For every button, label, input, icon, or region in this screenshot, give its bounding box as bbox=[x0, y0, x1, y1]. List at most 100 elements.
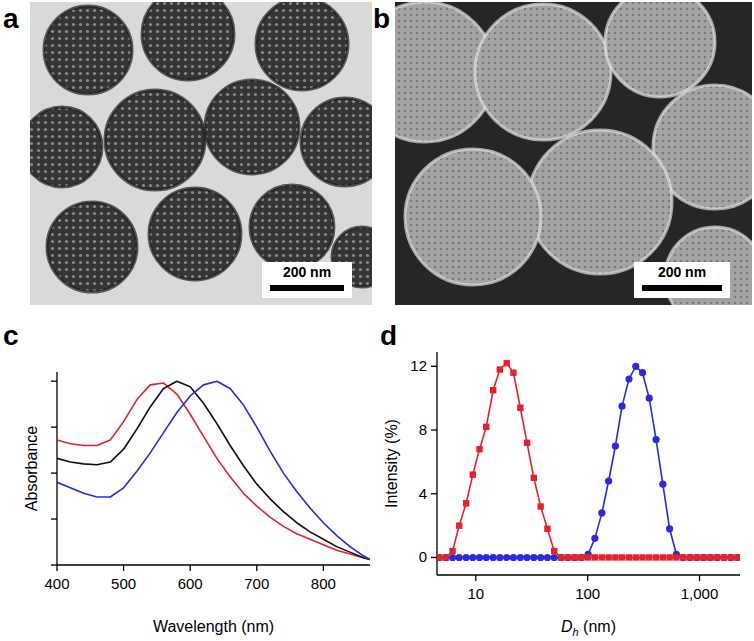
marker bbox=[449, 548, 455, 554]
marker bbox=[442, 554, 449, 561]
x-tick-label: 1,000 bbox=[681, 585, 719, 602]
marker bbox=[517, 554, 524, 561]
y-tick bbox=[51, 381, 57, 382]
x-tick bbox=[256, 565, 257, 571]
marker bbox=[504, 360, 510, 366]
marker bbox=[646, 554, 652, 560]
marker bbox=[517, 405, 523, 411]
particle bbox=[475, 4, 611, 140]
marker bbox=[456, 554, 463, 561]
particle bbox=[205, 80, 299, 174]
series-line bbox=[57, 381, 370, 559]
marker bbox=[714, 554, 720, 560]
x-tick-label: 100 bbox=[575, 585, 600, 602]
marker bbox=[639, 369, 646, 376]
series-line bbox=[439, 363, 737, 557]
x-axis-label: Dh (nm) bbox=[561, 618, 616, 638]
marker bbox=[680, 554, 686, 560]
y-axis-label: Absorbance bbox=[23, 426, 40, 511]
marker bbox=[551, 548, 557, 554]
marker bbox=[632, 363, 639, 370]
x-tick bbox=[123, 565, 124, 571]
marker bbox=[531, 475, 537, 481]
marker bbox=[551, 554, 558, 561]
particle bbox=[605, 2, 715, 97]
marker bbox=[571, 554, 578, 561]
marker bbox=[470, 471, 476, 477]
marker bbox=[734, 554, 740, 560]
y-axis bbox=[436, 352, 437, 575]
marker bbox=[443, 554, 449, 560]
marker bbox=[728, 554, 734, 560]
marker bbox=[660, 554, 666, 560]
particle bbox=[142, 2, 234, 80]
particle bbox=[149, 188, 241, 280]
particle bbox=[301, 98, 372, 186]
marker bbox=[592, 554, 598, 560]
marker bbox=[605, 477, 612, 484]
marker bbox=[721, 554, 727, 560]
plot-area bbox=[57, 381, 370, 559]
marker bbox=[564, 554, 571, 561]
panel-label: b bbox=[373, 3, 390, 34]
y-tick bbox=[51, 426, 57, 427]
scale-bar-box bbox=[262, 262, 352, 298]
marker bbox=[734, 554, 740, 561]
marker bbox=[510, 370, 516, 376]
marker bbox=[598, 509, 605, 516]
y-tick bbox=[51, 518, 57, 519]
marker bbox=[463, 554, 470, 561]
marker bbox=[693, 554, 700, 561]
x-axis bbox=[437, 574, 740, 575]
marker bbox=[437, 554, 442, 560]
y-tick-label: 12 bbox=[410, 357, 427, 374]
y-tick-label: 4 bbox=[419, 485, 427, 502]
x-tick-label: 500 bbox=[111, 575, 136, 592]
marker bbox=[530, 554, 537, 561]
marker bbox=[578, 554, 584, 560]
micrograph bbox=[395, 2, 752, 305]
marker bbox=[612, 442, 619, 449]
marker bbox=[557, 554, 564, 561]
y-tick bbox=[431, 429, 437, 430]
panel-label: d bbox=[380, 320, 397, 351]
figure: 200 nma200 nmbc400500600700800Wavelength… bbox=[0, 0, 754, 641]
x-tick bbox=[323, 565, 324, 571]
scale-bar-box bbox=[634, 262, 730, 298]
marker bbox=[490, 554, 497, 561]
particle bbox=[47, 202, 137, 292]
marker bbox=[666, 554, 672, 560]
series-line bbox=[439, 366, 737, 557]
marker bbox=[659, 481, 666, 488]
marker bbox=[523, 554, 530, 561]
marker bbox=[524, 440, 530, 446]
marker bbox=[652, 436, 659, 443]
marker bbox=[633, 554, 639, 560]
marker bbox=[463, 500, 469, 506]
micrograph bbox=[30, 2, 372, 305]
marker bbox=[585, 554, 591, 560]
marker bbox=[707, 554, 714, 561]
marker bbox=[449, 554, 456, 561]
marker bbox=[686, 554, 693, 561]
scale-bar-label: 200 nm bbox=[658, 264, 706, 280]
marker bbox=[496, 554, 503, 561]
marker bbox=[544, 554, 551, 561]
marker bbox=[558, 554, 564, 560]
x-tick-label: 600 bbox=[178, 575, 203, 592]
y-axis bbox=[56, 372, 57, 565]
series-line bbox=[57, 383, 370, 559]
y-tick-label: 8 bbox=[419, 421, 427, 438]
scale-bar bbox=[642, 285, 722, 291]
marker bbox=[646, 395, 653, 402]
marker bbox=[565, 554, 571, 560]
y-tick bbox=[51, 472, 57, 473]
marker bbox=[591, 535, 598, 542]
marker bbox=[483, 424, 489, 430]
marker bbox=[673, 554, 679, 560]
scale-bar-label: 200 nm bbox=[283, 264, 331, 280]
marker bbox=[476, 446, 482, 452]
marker bbox=[720, 554, 727, 561]
marker bbox=[456, 522, 462, 528]
marker bbox=[483, 554, 490, 561]
